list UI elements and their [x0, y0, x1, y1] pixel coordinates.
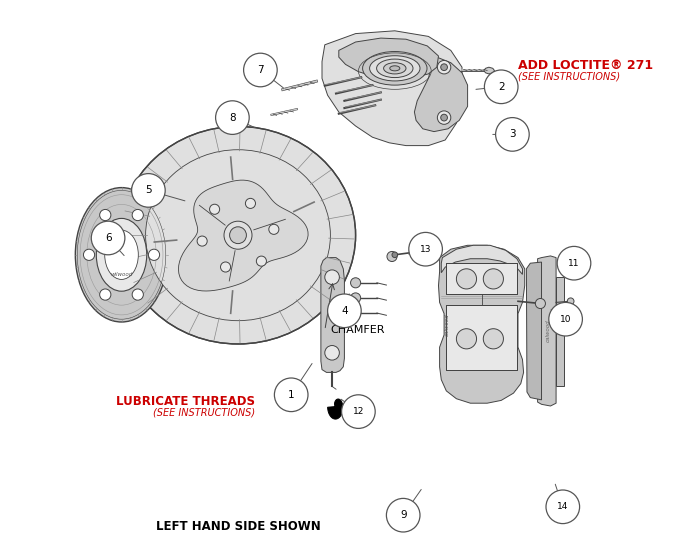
- Polygon shape: [447, 263, 517, 294]
- Ellipse shape: [105, 230, 139, 279]
- Circle shape: [456, 329, 477, 349]
- Ellipse shape: [377, 59, 413, 78]
- Circle shape: [230, 227, 246, 244]
- Ellipse shape: [120, 127, 356, 344]
- Circle shape: [392, 252, 398, 258]
- Circle shape: [483, 269, 503, 289]
- Polygon shape: [178, 180, 308, 291]
- Text: 1: 1: [288, 390, 295, 400]
- Circle shape: [387, 251, 397, 262]
- Circle shape: [496, 118, 529, 151]
- Circle shape: [342, 395, 375, 428]
- Circle shape: [197, 236, 207, 246]
- Polygon shape: [438, 245, 525, 403]
- Text: 12: 12: [353, 407, 364, 416]
- Circle shape: [438, 60, 451, 74]
- Circle shape: [438, 111, 451, 124]
- Circle shape: [567, 298, 574, 305]
- Circle shape: [409, 232, 442, 266]
- Circle shape: [441, 64, 447, 71]
- Polygon shape: [322, 31, 462, 146]
- Ellipse shape: [146, 150, 330, 321]
- Circle shape: [216, 101, 249, 134]
- Text: calwood: calwood: [445, 314, 450, 336]
- Ellipse shape: [76, 188, 168, 322]
- Text: 3: 3: [509, 129, 516, 139]
- Circle shape: [386, 498, 420, 532]
- Text: CHAMFER: CHAMFER: [330, 325, 385, 335]
- Text: calwood: calwood: [546, 319, 551, 342]
- Text: ADD LOCTITE® 271: ADD LOCTITE® 271: [518, 59, 653, 72]
- Text: LEFT HAND SIDE SHOWN: LEFT HAND SIDE SHOWN: [155, 520, 321, 533]
- Circle shape: [209, 204, 220, 214]
- Polygon shape: [339, 38, 438, 78]
- Circle shape: [99, 289, 111, 300]
- Text: 9: 9: [400, 510, 407, 520]
- Text: 5: 5: [145, 185, 152, 195]
- Polygon shape: [441, 245, 522, 274]
- Circle shape: [244, 53, 277, 87]
- Text: 11: 11: [568, 259, 580, 268]
- Polygon shape: [321, 258, 344, 372]
- Circle shape: [325, 270, 340, 284]
- Circle shape: [91, 221, 125, 255]
- Polygon shape: [447, 305, 517, 370]
- Circle shape: [83, 249, 94, 260]
- Text: 7: 7: [257, 65, 264, 75]
- Circle shape: [274, 378, 308, 412]
- Text: 2: 2: [498, 82, 505, 92]
- Polygon shape: [538, 256, 556, 406]
- Circle shape: [132, 289, 144, 300]
- Circle shape: [351, 293, 360, 303]
- Text: 8: 8: [229, 113, 236, 123]
- Circle shape: [351, 308, 360, 318]
- Text: 4: 4: [341, 306, 348, 316]
- Polygon shape: [526, 262, 542, 400]
- Ellipse shape: [384, 63, 406, 74]
- Circle shape: [546, 490, 580, 524]
- Circle shape: [256, 256, 267, 266]
- Ellipse shape: [390, 66, 400, 71]
- Circle shape: [325, 346, 340, 360]
- Text: (SEE INSTRUCTIONS): (SEE INSTRUCTIONS): [153, 408, 255, 418]
- Circle shape: [484, 70, 518, 104]
- Circle shape: [132, 174, 165, 207]
- Circle shape: [557, 246, 591, 280]
- Text: LUBRICATE THREADS: LUBRICATE THREADS: [116, 395, 255, 408]
- Circle shape: [148, 249, 160, 260]
- Text: 13: 13: [420, 245, 431, 254]
- Circle shape: [99, 209, 111, 221]
- Polygon shape: [484, 67, 494, 74]
- Circle shape: [132, 209, 144, 221]
- Circle shape: [224, 221, 252, 249]
- Text: 14: 14: [557, 502, 568, 511]
- Circle shape: [441, 114, 447, 121]
- Circle shape: [246, 198, 256, 208]
- Polygon shape: [414, 56, 468, 132]
- Circle shape: [549, 302, 582, 336]
- Text: (SEE INSTRUCTIONS): (SEE INSTRUCTIONS): [518, 72, 620, 82]
- Circle shape: [220, 262, 230, 272]
- Ellipse shape: [97, 218, 147, 291]
- Text: 10: 10: [560, 315, 571, 324]
- Polygon shape: [328, 399, 343, 419]
- Ellipse shape: [363, 52, 427, 85]
- Circle shape: [269, 225, 279, 235]
- Circle shape: [351, 278, 360, 288]
- Circle shape: [536, 298, 545, 309]
- Text: 6: 6: [105, 233, 111, 243]
- Circle shape: [456, 269, 477, 289]
- Ellipse shape: [370, 55, 420, 81]
- Circle shape: [483, 329, 503, 349]
- Circle shape: [328, 294, 361, 328]
- Text: wilwood: wilwood: [111, 272, 132, 277]
- Polygon shape: [556, 277, 564, 386]
